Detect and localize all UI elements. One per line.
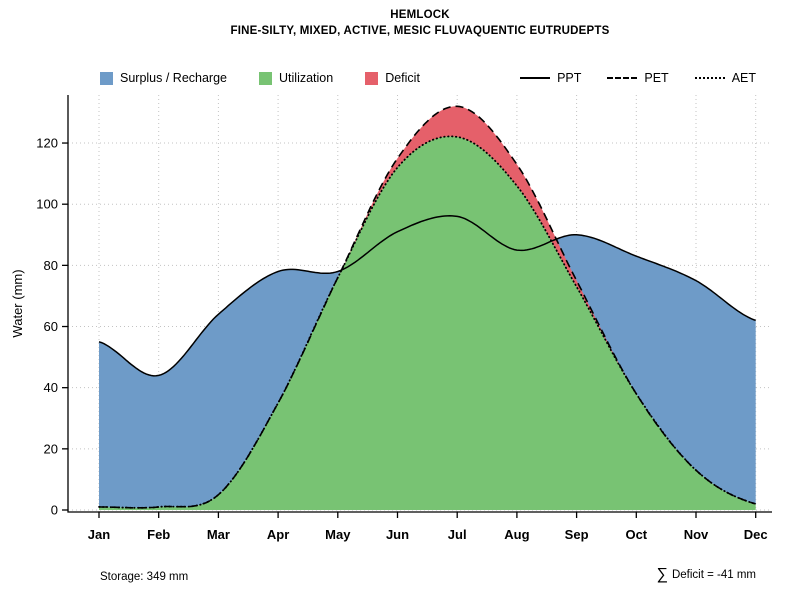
- svg-text:60: 60: [44, 319, 58, 334]
- legend-item-aet: AET: [694, 71, 756, 85]
- legend-item-deficit: Deficit: [365, 71, 420, 85]
- legend-item-utilization: Utilization: [259, 71, 333, 85]
- y-axis-title: Water (mm): [10, 269, 25, 337]
- legend-label-deficit: Deficit: [385, 71, 420, 85]
- ppt-line: [98, 215, 756, 377]
- legend-label-pet: PET: [644, 71, 669, 85]
- svg-text:20: 20: [44, 441, 58, 456]
- dotted-line-icon: [694, 77, 725, 79]
- legend-label-ppt: PPT: [557, 71, 582, 85]
- svg-text:80: 80: [44, 258, 58, 273]
- svg-text:Apr: Apr: [267, 527, 289, 542]
- storage-annotation: Storage: 349 mm: [100, 571, 189, 583]
- svg-text:40: 40: [44, 380, 58, 395]
- svg-text:Dec: Dec: [744, 527, 768, 542]
- y-tick-labels: 0 20 40 60 80 100 120: [36, 136, 58, 518]
- solid-line-icon: [520, 77, 551, 79]
- surplus-swatch-icon: [100, 71, 113, 85]
- svg-text:0: 0: [51, 503, 58, 518]
- x-tick-labels: Jan Feb Mar Apr May Jun Jul Aug Sep Oct Nov Dec: [88, 527, 768, 542]
- legend-label-aet: AET: [731, 71, 756, 85]
- area-surplus-recharge: [99, 136, 756, 508]
- svg-text:Jul: Jul: [448, 527, 467, 542]
- svg-text:Mar: Mar: [207, 527, 230, 542]
- svg-text:Nov: Nov: [684, 527, 709, 542]
- legend-item-surplus: Surplus / Recharge: [100, 71, 227, 85]
- legend-item-pet: PET: [607, 71, 669, 85]
- svg-text:May: May: [325, 527, 351, 542]
- legend-label-surplus: Surplus / Recharge: [120, 71, 228, 85]
- legend-line-group: PPT PET AET: [494, 71, 756, 85]
- aet-line: [98, 135, 757, 509]
- axes: [62, 95, 772, 518]
- legend: Surplus / Recharge Utilization Deficit P…: [100, 69, 756, 87]
- svg-text:100: 100: [36, 197, 58, 212]
- svg-text:Jun: Jun: [386, 527, 409, 542]
- svg-text:Jan: Jan: [88, 527, 110, 542]
- deficit-annotation-text: Deficit = -41 mm: [671, 569, 756, 581]
- svg-text:Feb: Feb: [147, 527, 170, 542]
- utilization-swatch-icon: [259, 71, 273, 85]
- legend-label-utilization: Utilization: [279, 71, 334, 85]
- svg-text:Oct: Oct: [625, 527, 647, 542]
- svg-text:Sep: Sep: [565, 527, 589, 542]
- dashed-line-icon: [607, 77, 638, 79]
- deficit-swatch-icon: [365, 71, 379, 85]
- svg-text:120: 120: [36, 136, 58, 151]
- chart-title: HEMLOCK: [390, 9, 450, 21]
- chart-subtitle: FINE-SILTY, MIXED, ACTIVE, MESIC FLUVAQU…: [230, 25, 610, 37]
- deficit-annotation: ∑ Deficit = -41 mm: [657, 567, 756, 583]
- area-utilization: [99, 136, 756, 510]
- svg-text:Aug: Aug: [504, 527, 529, 542]
- sigma-icon: ∑: [656, 566, 668, 583]
- legend-item-ppt: PPT: [520, 71, 581, 85]
